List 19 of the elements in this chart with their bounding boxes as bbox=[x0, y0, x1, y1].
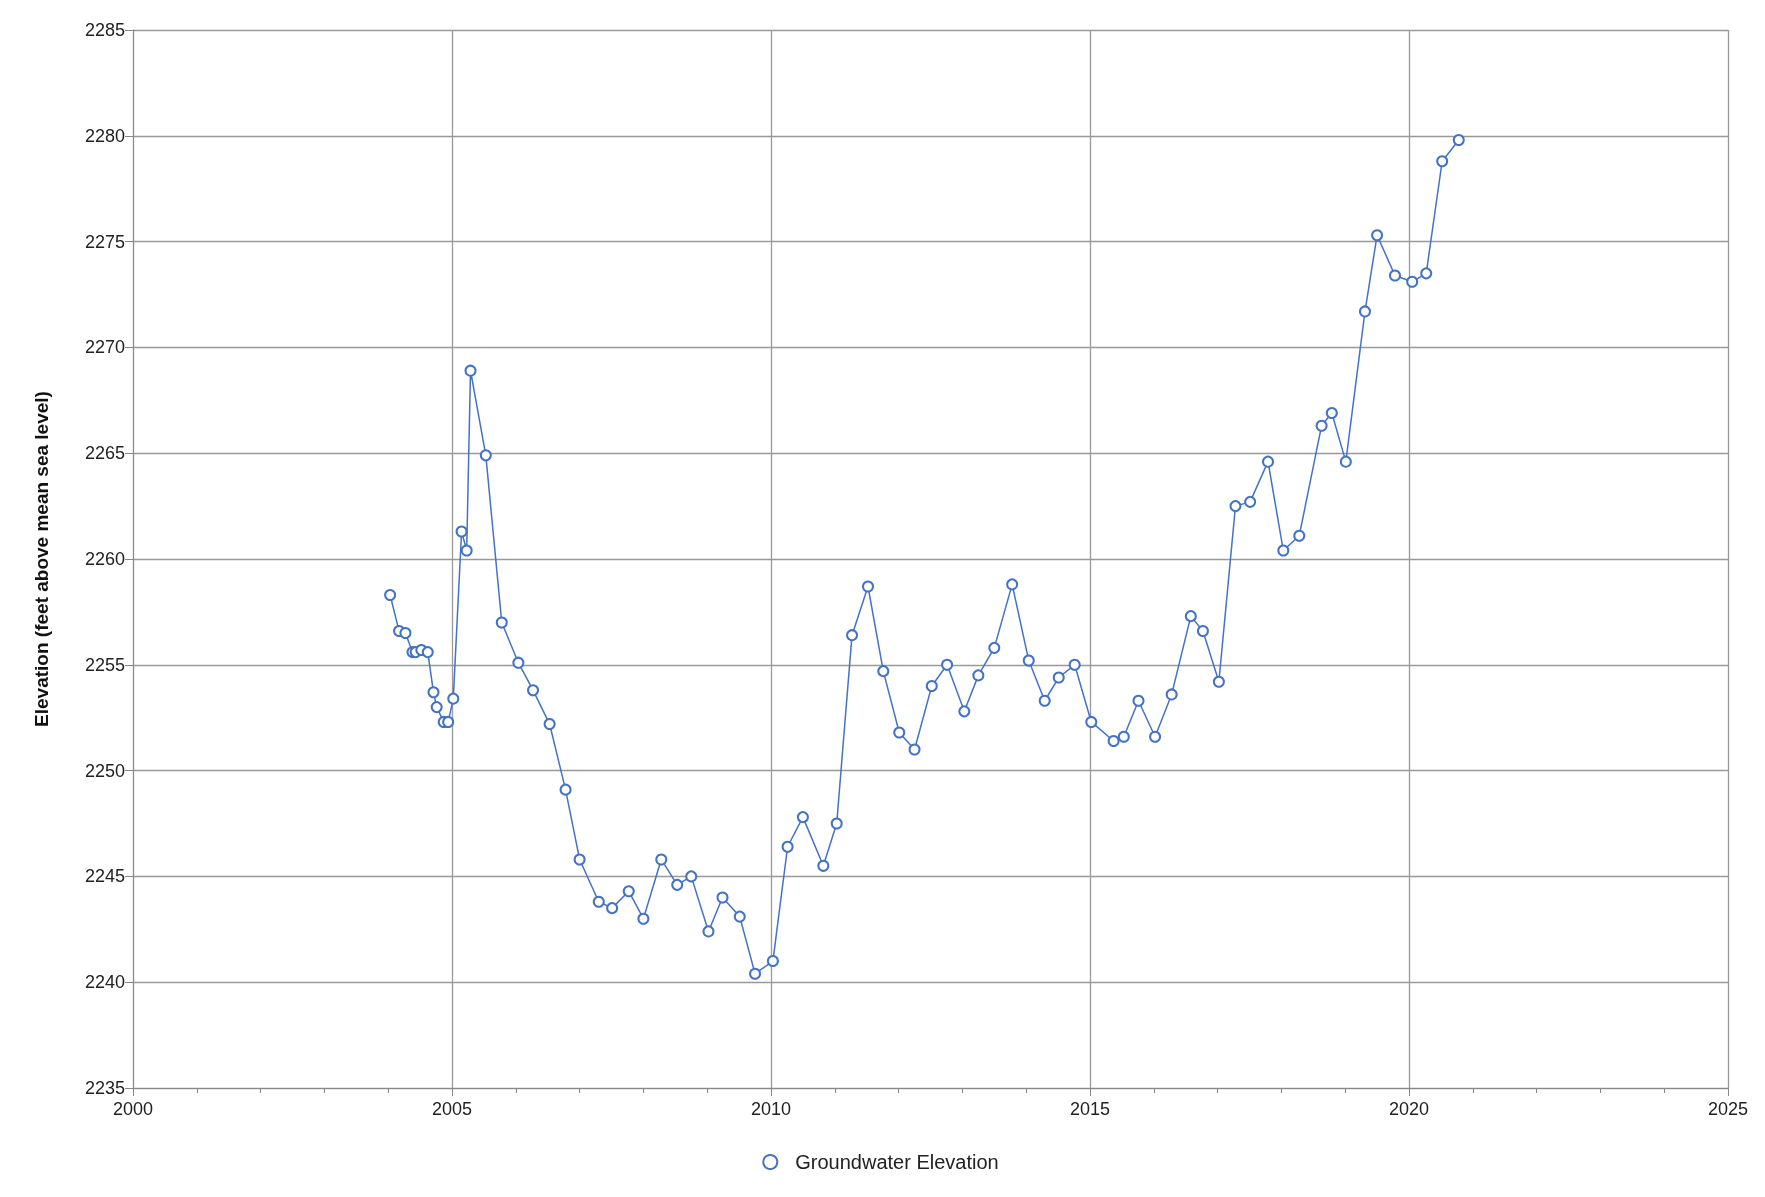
y-tick-label: 2245 bbox=[84, 866, 125, 887]
x-tick-label: 2005 bbox=[431, 1099, 473, 1119]
y-tick-label: 2265 bbox=[84, 443, 125, 464]
y-tick-label: 2250 bbox=[84, 760, 125, 781]
y-tick-label: 2285 bbox=[84, 20, 125, 40]
x-tick-label: 2020 bbox=[1388, 1099, 1430, 1119]
y-tick-label: 2260 bbox=[84, 549, 125, 569]
y-tick-label: 2255 bbox=[84, 654, 125, 675]
x-tick-label: 2010 bbox=[750, 1099, 792, 1119]
x-tick-label: 2015 bbox=[1069, 1099, 1111, 1119]
y-tick-label: 2235 bbox=[84, 1078, 125, 1098]
y-axis-title: Elevation (feet above mean sea level) bbox=[31, 391, 52, 727]
y-tick-label: 2270 bbox=[84, 337, 125, 358]
x-tick-label: 2000 bbox=[112, 1099, 154, 1119]
y-tick-label: 2275 bbox=[84, 231, 125, 252]
y-tick-label: 2240 bbox=[84, 972, 125, 993]
y-tick-label: 2280 bbox=[84, 125, 125, 146]
x-tick-label: 2025 bbox=[1707, 1099, 1749, 1119]
legend-label: Groundwater Elevation bbox=[795, 1151, 999, 1173]
